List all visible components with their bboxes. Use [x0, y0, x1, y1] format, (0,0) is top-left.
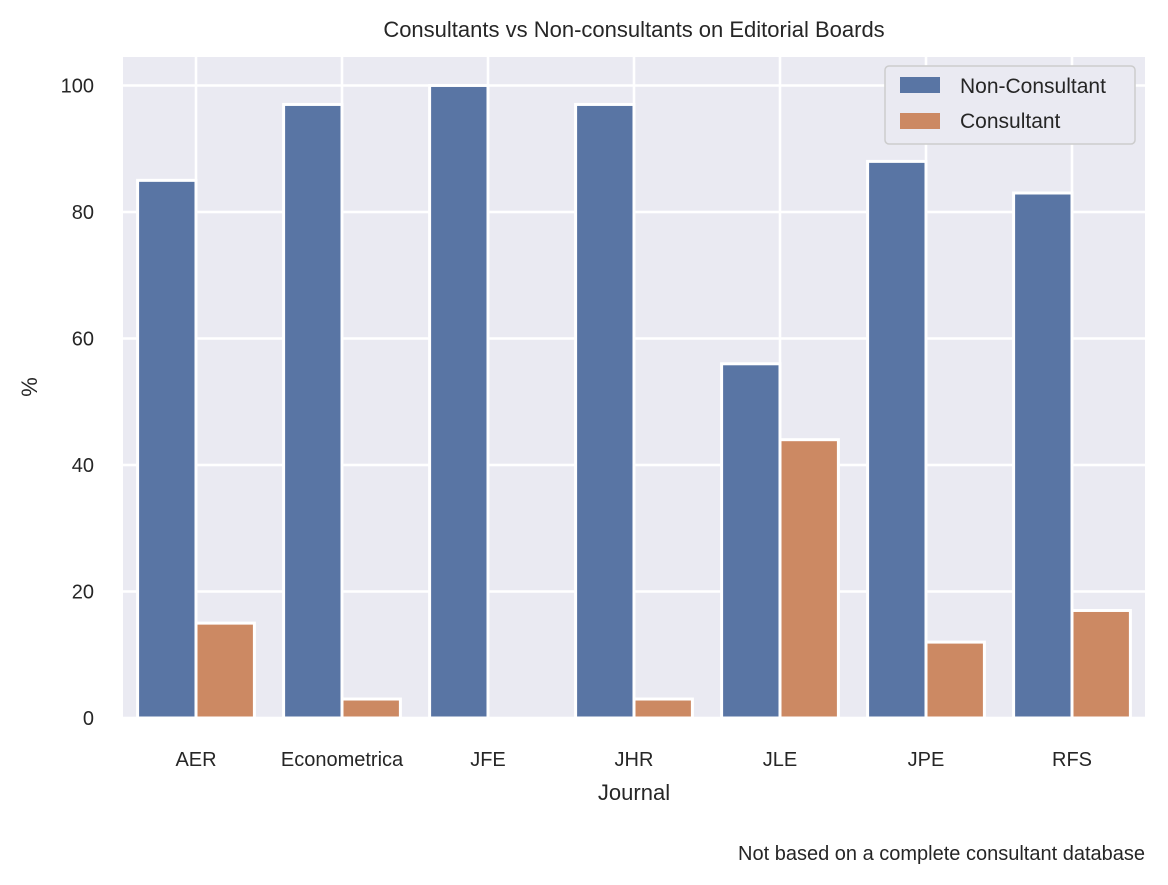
bar-non-consultant-jle [720, 362, 782, 720]
y-tick-label: 20 [72, 581, 94, 603]
x-axis-label: Journal [598, 780, 670, 805]
bar-non-consultant-aer [136, 178, 198, 720]
legend: Non-Consultant Consultant [884, 65, 1136, 145]
x-tick-label: RFS [1052, 749, 1092, 771]
y-tick-label: 0 [83, 708, 94, 730]
bar-consultant-aer [194, 621, 256, 720]
y-tick-label: 40 [72, 455, 94, 477]
x-tick-label: JLE [763, 749, 797, 771]
bar-non-consultant-jhr [574, 102, 636, 720]
bar-non-consultant-jfe [428, 83, 490, 720]
x-tick-label: AER [175, 749, 216, 771]
x-tick-label: Econometrica [281, 749, 404, 771]
bar-consultant-jle [778, 438, 840, 720]
legend-swatch-non-consultant [900, 77, 940, 93]
x-tick-label: JPE [908, 749, 945, 771]
caption: Not based on a complete consultant datab… [738, 843, 1145, 865]
chart-title: Consultants vs Non-consultants on Editor… [383, 17, 884, 42]
bar-non-consultant-econometrica [282, 102, 344, 720]
bar-consultant-jpe [924, 640, 986, 720]
y-tick-label: 100 [61, 75, 94, 97]
legend-label-consultant: Consultant [960, 110, 1061, 133]
bar-non-consultant-rfs [1012, 191, 1074, 720]
x-tick-label: JHR [615, 749, 654, 771]
bar-consultant-jhr [632, 697, 694, 720]
legend-swatch-consultant [900, 113, 940, 129]
y-tick-label: 80 [72, 202, 94, 224]
bars [136, 83, 1132, 720]
x-tick-labels: AER Econometrica JFE JHR JLE JPE RFS [175, 749, 1092, 771]
bar-non-consultant-jpe [866, 159, 928, 720]
legend-box [884, 65, 1136, 145]
bar-consultant-econometrica [340, 697, 402, 720]
y-tick-labels: 0 20 40 60 80 100 [61, 75, 94, 730]
y-tick-label: 60 [72, 328, 94, 350]
x-tick-label: JFE [470, 749, 506, 771]
bar-consultant-rfs [1070, 608, 1132, 720]
legend-label-non-consultant: Non-Consultant [960, 75, 1106, 98]
y-axis-label: % [17, 377, 42, 397]
